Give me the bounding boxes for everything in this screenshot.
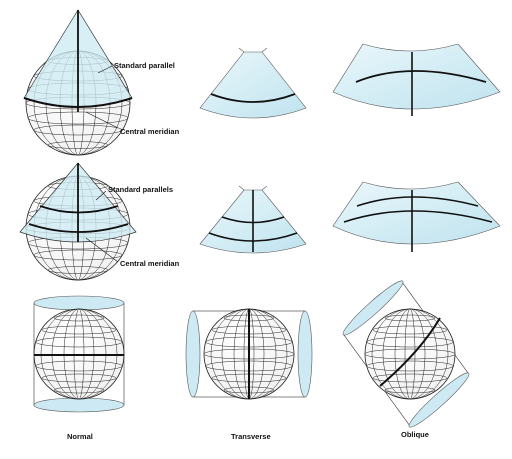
conic-secant-globe: [19, 162, 137, 281]
cylinder-normal: [33, 295, 125, 413]
caption-transverse: Transverse: [231, 432, 271, 441]
label-central-meridian-row1: Central meridian: [120, 127, 180, 136]
label-central-meridian-row2: Central meridian: [120, 259, 180, 268]
caption-normal: Normal: [67, 432, 93, 441]
conic-tangent-flat: [199, 47, 307, 119]
conic-tangent-flat-oblique: [332, 43, 501, 116]
conic-secant-flat: [199, 185, 307, 254]
label-standard-parallel: Standard parallel: [114, 61, 175, 70]
cylinder-oblique: [342, 280, 470, 428]
cylinder-transverse: [185, 308, 313, 400]
conic-tangent-globe: [23, 9, 133, 156]
conic-secant-flat-oblique: [332, 181, 501, 252]
caption-oblique: Oblique: [401, 430, 429, 439]
label-standard-parallels: Standard parallels: [108, 185, 174, 194]
